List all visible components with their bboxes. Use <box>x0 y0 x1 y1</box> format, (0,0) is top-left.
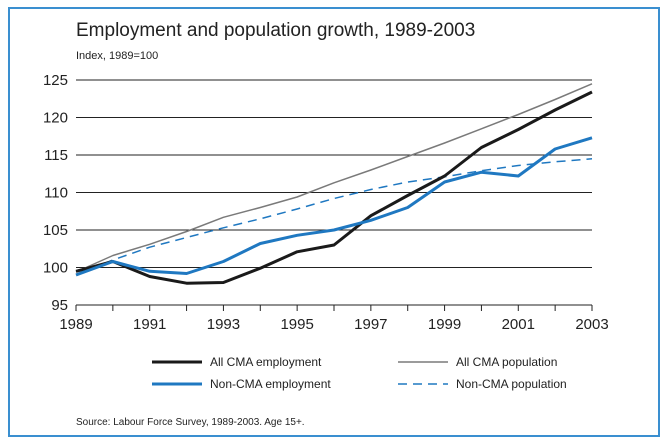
y-tick-label: 115 <box>44 147 68 164</box>
x-tick-label: 1999 <box>428 316 461 333</box>
series-line-non-cma-population <box>75 158 593 275</box>
legend-label: Non-CMA employment <box>210 377 331 391</box>
x-tick-label: 1993 <box>207 316 240 333</box>
y-tick-label: 100 <box>43 260 68 277</box>
legend-label: All CMA employment <box>210 355 322 369</box>
legend-label: Non-CMA population <box>456 377 567 391</box>
x-tick-label: 1995 <box>280 316 313 333</box>
y-tick-label: 95 <box>51 297 68 314</box>
series-line-all-cma-population <box>75 83 593 273</box>
y-tick-label: 120 <box>43 110 68 127</box>
y-axis-label: Index, 1989=100 <box>76 50 159 62</box>
chart-title: Employment and population growth, 1989-2… <box>76 20 476 41</box>
chart-frame <box>8 7 660 437</box>
y-tick-label: 125 <box>43 72 68 89</box>
legend-label: All CMA population <box>456 355 557 369</box>
x-tick-label: 1991 <box>133 316 166 333</box>
series-line-all-cma-employment <box>75 90 593 285</box>
x-tick-label: 2003 <box>575 316 608 333</box>
series-line-non-cma-employment <box>75 136 593 277</box>
x-tick-label: 1997 <box>354 316 387 333</box>
y-tick-label: 110 <box>44 185 68 202</box>
source-note: Source: Labour Force Survey, 1989-2003. … <box>76 417 305 428</box>
x-tick-label: 1989 <box>59 316 92 333</box>
x-tick-label: 2001 <box>502 316 535 333</box>
y-tick-label: 105 <box>43 222 68 239</box>
